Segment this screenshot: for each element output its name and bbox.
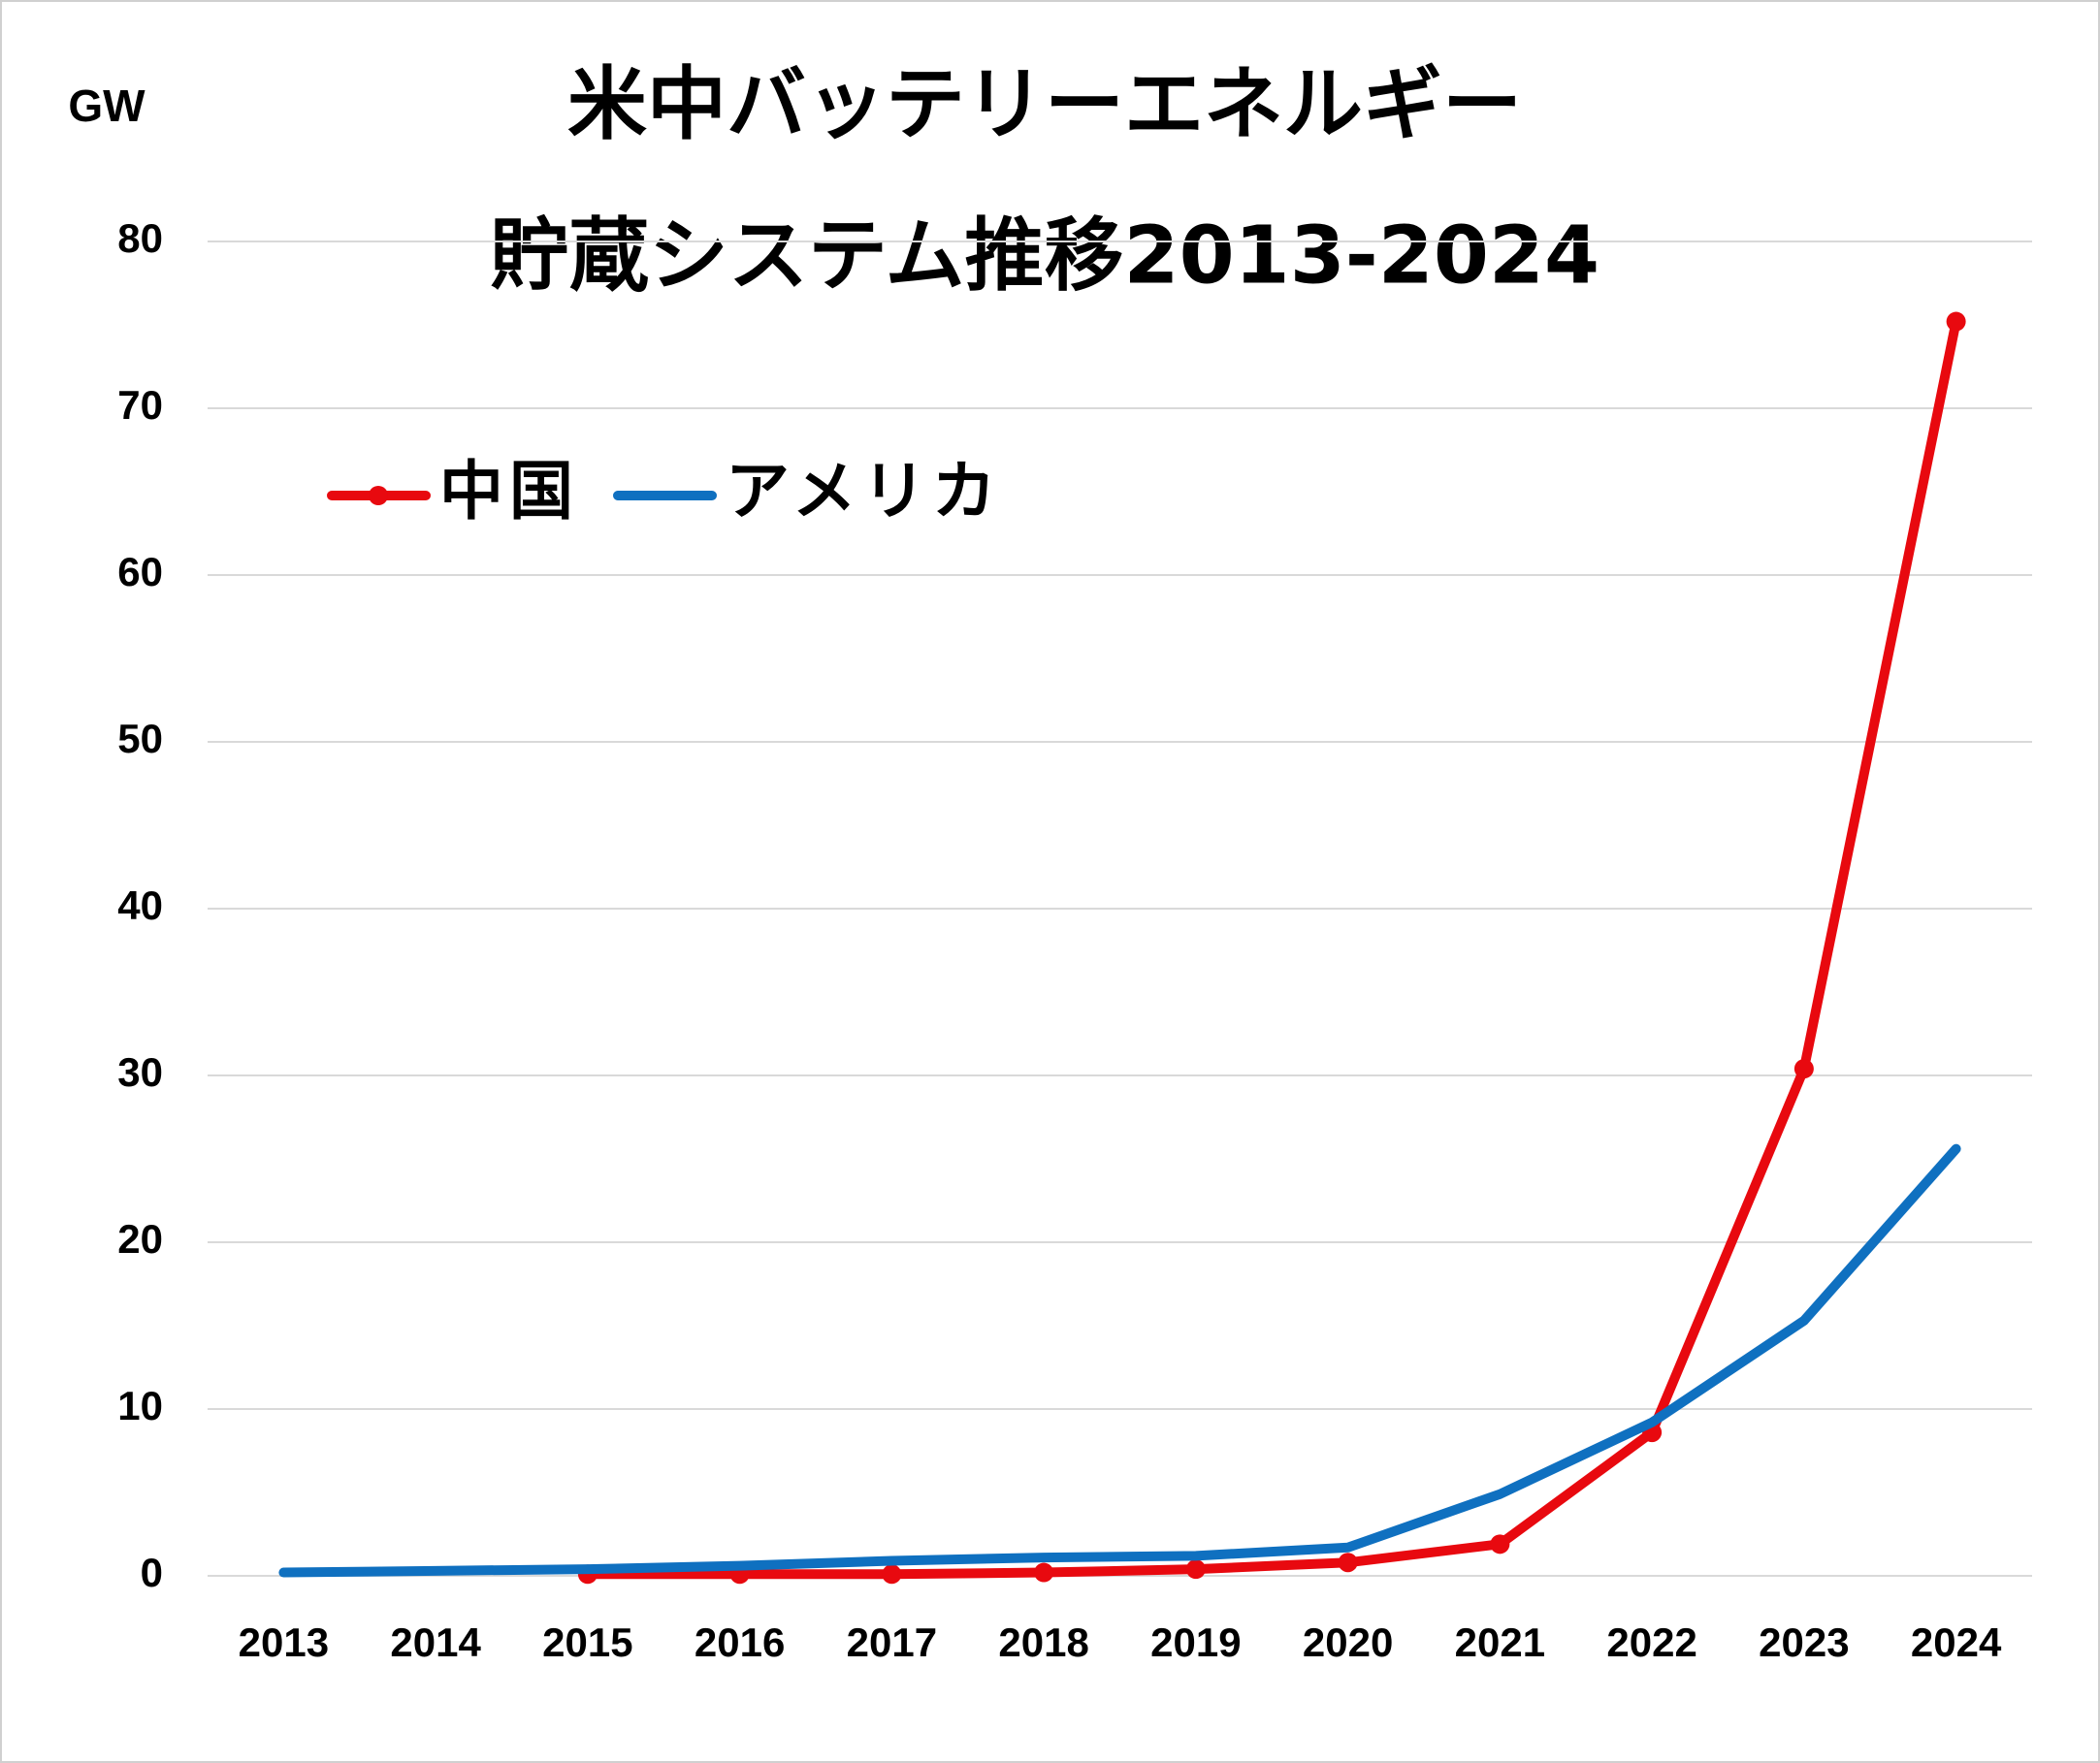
data-point — [1338, 1553, 1358, 1573]
legend-marker — [369, 486, 388, 505]
y-axis-label: GW — [68, 80, 145, 131]
y-tick-label: 20 — [117, 1216, 163, 1262]
x-tick-label: 2014 — [390, 1619, 481, 1665]
legend-label: アメリカ — [726, 454, 1002, 529]
y-tick-label: 50 — [117, 716, 163, 761]
x-tick-label: 2017 — [847, 1619, 937, 1665]
x-tick-label: 2023 — [1759, 1619, 1849, 1665]
y-tick-label: 40 — [117, 882, 163, 928]
data-point — [1946, 311, 1966, 332]
y-tick-label: 0 — [141, 1550, 163, 1595]
x-tick-label: 2021 — [1455, 1619, 1545, 1665]
chart-title: 米中バッテリーエネルギー — [567, 58, 1522, 150]
x-tick-label: 2016 — [695, 1619, 785, 1665]
data-point — [882, 1564, 902, 1585]
data-point — [1793, 1059, 1814, 1079]
x-tick-label: 2020 — [1303, 1619, 1393, 1665]
series-line — [278, 1143, 1961, 1578]
y-tick-label: 70 — [117, 382, 163, 428]
data-point — [1185, 1559, 1206, 1580]
x-tick-label: 2022 — [1606, 1619, 1696, 1665]
y-tick-label: 60 — [117, 549, 163, 594]
series-line — [582, 316, 1961, 1580]
y-tick-label: 10 — [117, 1383, 163, 1428]
x-tick-label: 2024 — [1911, 1619, 2002, 1665]
data-point — [1490, 1534, 1510, 1555]
data-point — [1034, 1562, 1054, 1583]
x-tick-label: 2013 — [239, 1619, 329, 1665]
x-tick-label: 2015 — [542, 1619, 632, 1665]
x-tick-label: 2019 — [1150, 1619, 1241, 1665]
x-tick-label: 2018 — [998, 1619, 1088, 1665]
legend-label: 中国 — [439, 454, 579, 529]
y-tick-label: 30 — [117, 1049, 163, 1095]
chart-title: 貯蔵システム推移2013-2024 — [490, 209, 1599, 302]
y-tick-label: 80 — [117, 215, 163, 261]
